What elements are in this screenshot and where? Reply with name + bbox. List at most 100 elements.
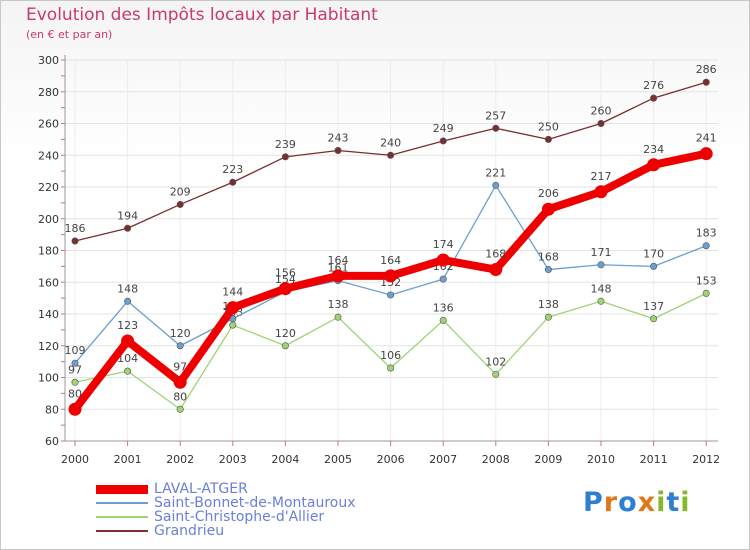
data-label-grandrieu: 286 [696, 63, 717, 76]
data-point-saint-christophe-d-allier [650, 315, 658, 323]
data-point-laval-atger [226, 301, 240, 315]
data-point-grandrieu [702, 78, 710, 86]
x-tick-label: 2000 [61, 453, 89, 466]
data-point-grandrieu [650, 94, 658, 102]
data-point-grandrieu [439, 137, 447, 145]
data-label-saint-bonnet-de-montauroux: 120 [170, 327, 191, 340]
data-point-laval-atger [121, 334, 135, 348]
data-label-saint-bonnet-de-montauroux: 168 [538, 251, 559, 264]
data-label-saint-christophe-d-allier: 137 [643, 300, 664, 313]
data-label-saint-bonnet-de-montauroux: 170 [643, 247, 664, 260]
data-label-saint-christophe-d-allier: 104 [117, 352, 138, 365]
legend-item: LAVAL-ATGER [96, 482, 356, 496]
y-tick-label: 180 [38, 245, 59, 258]
data-label-saint-bonnet-de-montauroux: 154 [275, 273, 296, 286]
proxiti-logo: Proxiti [583, 487, 691, 518]
data-label-saint-bonnet-de-montauroux: 148 [117, 282, 138, 295]
data-label-saint-christophe-d-allier: 97 [68, 363, 82, 376]
x-tick-label: 2012 [692, 453, 720, 466]
data-point-saint-bonnet-de-montauroux [544, 266, 552, 274]
y-tick-label: 160 [38, 276, 59, 289]
legend-label: Saint-Bonnet-de-Montauroux [154, 495, 356, 511]
x-tick-label: 2006 [377, 453, 405, 466]
y-tick-label: 100 [38, 372, 59, 385]
data-point-saint-bonnet-de-montauroux [492, 181, 500, 189]
data-label-grandrieu: 240 [380, 136, 401, 149]
data-point-saint-bonnet-de-montauroux [597, 261, 605, 269]
legend-label: Saint-Christophe-d'Allier [154, 509, 325, 525]
data-label-laval-atger: 123 [117, 319, 138, 332]
y-tick-label: 260 [38, 118, 59, 131]
data-point-saint-christophe-d-allier [281, 342, 289, 350]
data-label-grandrieu: 260 [591, 105, 612, 118]
y-tick-label: 200 [38, 213, 59, 226]
data-label-saint-bonnet-de-montauroux: 221 [485, 166, 506, 179]
data-label-saint-christophe-d-allier: 106 [380, 349, 401, 362]
data-point-grandrieu [544, 135, 552, 143]
data-point-saint-bonnet-de-montauroux [702, 242, 710, 250]
legend-swatch [96, 516, 148, 518]
data-point-grandrieu [229, 178, 237, 186]
data-label-saint-christophe-d-allier: 138 [538, 298, 559, 311]
data-label-saint-christophe-d-allier: 80 [173, 390, 187, 403]
y-tick-label: 120 [38, 340, 59, 353]
legend-item: Saint-Bonnet-de-Montauroux [96, 496, 356, 510]
data-point-saint-christophe-d-allier [702, 289, 710, 297]
data-point-laval-atger [594, 185, 608, 199]
data-label-saint-christophe-d-allier: 138 [328, 298, 349, 311]
chart-title: Evolution des Impôts locaux par Habitant [26, 5, 378, 25]
chart-subtitle: (en € et par an) [26, 28, 113, 41]
legend-swatch [96, 530, 148, 532]
data-label-laval-atger: 97 [173, 360, 187, 373]
y-tick-label: 220 [38, 181, 59, 194]
data-point-grandrieu [176, 200, 184, 208]
data-point-grandrieu [334, 146, 342, 154]
x-tick-label: 2007 [429, 453, 457, 466]
legend-swatch [96, 502, 148, 504]
data-point-laval-atger [278, 282, 292, 296]
data-point-saint-christophe-d-allier [544, 313, 552, 321]
data-label-saint-christophe-d-allier: 153 [696, 274, 717, 287]
data-label-laval-atger: 164 [380, 254, 401, 267]
x-tick-label: 2011 [640, 453, 668, 466]
data-point-grandrieu [71, 237, 79, 245]
data-label-grandrieu: 186 [65, 222, 86, 235]
data-point-laval-atger [647, 158, 661, 172]
y-tick-label: 80 [45, 403, 59, 416]
data-label-grandrieu: 249 [433, 122, 454, 135]
legend-label: LAVAL-ATGER [154, 481, 248, 497]
x-tick-label: 2008 [482, 453, 510, 466]
data-label-saint-christophe-d-allier: 148 [591, 282, 612, 295]
data-label-grandrieu: 194 [117, 209, 138, 222]
data-point-laval-atger [331, 269, 345, 283]
data-point-saint-christophe-d-allier [387, 364, 395, 372]
data-label-saint-bonnet-de-montauroux: 171 [591, 246, 612, 259]
data-label-laval-atger: 156 [275, 267, 296, 280]
data-label-saint-bonnet-de-montauroux: 183 [696, 227, 717, 240]
logo-letter: t [666, 487, 681, 518]
data-label-grandrieu: 257 [485, 109, 506, 122]
data-label-laval-atger: 241 [696, 132, 717, 145]
data-label-grandrieu: 223 [222, 163, 243, 176]
data-label-saint-christophe-d-allier: 102 [485, 355, 506, 368]
legend-item: Saint-Christophe-d'Allier [96, 510, 356, 524]
data-point-saint-christophe-d-allier [439, 316, 447, 324]
data-point-laval-atger [541, 202, 555, 216]
x-tick-label: 2003 [219, 453, 247, 466]
chart-legend: LAVAL-ATGER Saint-Bonnet-de-Montauroux Sai… [96, 482, 356, 538]
logo-letter: i [656, 487, 667, 518]
y-tick-label: 140 [38, 308, 59, 321]
x-tick-label: 2009 [534, 453, 562, 466]
data-point-grandrieu [387, 151, 395, 159]
data-point-saint-bonnet-de-montauroux [439, 275, 447, 283]
data-point-grandrieu [597, 120, 605, 128]
y-tick-label: 240 [38, 149, 59, 162]
logo-letter: x [637, 487, 657, 518]
logo-letter: r [603, 487, 619, 518]
data-point-saint-christophe-d-allier [229, 321, 237, 329]
data-label-laval-atger: 164 [328, 254, 349, 267]
x-tick-label: 2005 [324, 453, 352, 466]
y-tick-label: 60 [45, 435, 59, 448]
data-point-saint-bonnet-de-montauroux [387, 291, 395, 299]
